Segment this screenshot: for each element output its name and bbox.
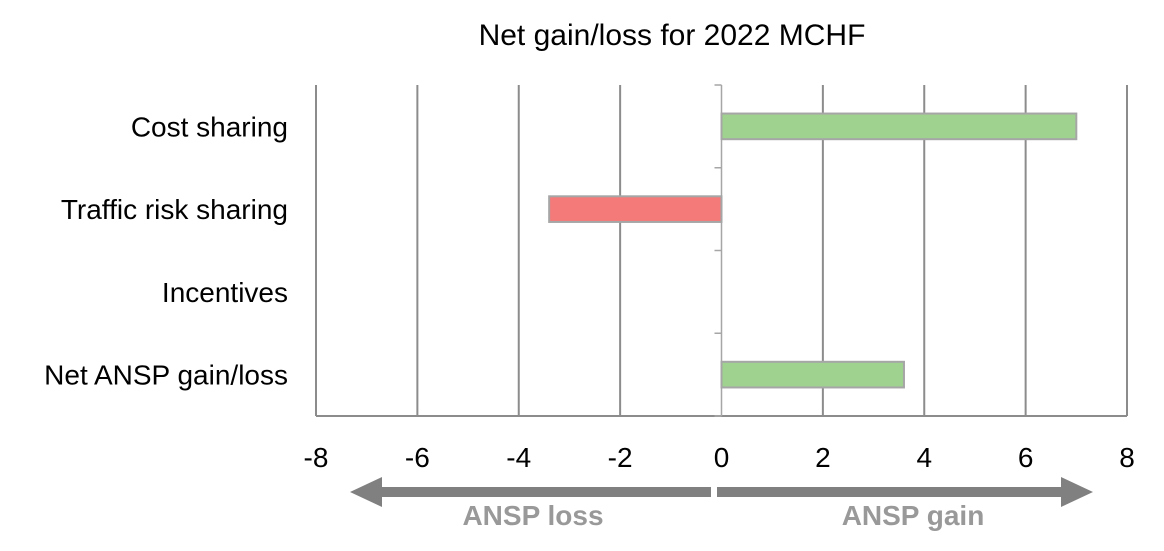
arrow-gain-label: ANSP gain bbox=[842, 500, 985, 531]
category-label: Traffic risk sharing bbox=[61, 194, 288, 225]
x-tick-label: -2 bbox=[608, 442, 633, 473]
x-tick-label: -4 bbox=[506, 442, 531, 473]
x-tick-label: -8 bbox=[304, 442, 329, 473]
bar bbox=[548, 195, 723, 223]
x-tick-label: 0 bbox=[714, 442, 730, 473]
chart-title: Net gain/loss for 2022 MCHF bbox=[479, 19, 866, 52]
bar bbox=[720, 360, 905, 389]
category-label: Cost sharing bbox=[131, 111, 288, 142]
category-label: Incentives bbox=[162, 277, 288, 308]
arrow-loss-label: ANSP loss bbox=[462, 500, 603, 531]
tick-labels: -8 -6 -4 -2 0 2 4 6 8 bbox=[304, 442, 1135, 473]
category-labels: Cost sharing Traffic risk sharing Incentiv… bbox=[44, 111, 288, 390]
x-tick-label: -6 bbox=[405, 442, 430, 473]
bar bbox=[720, 112, 1078, 141]
arrow-loss bbox=[350, 477, 711, 507]
x-tick-label: 4 bbox=[916, 442, 932, 473]
bars bbox=[548, 112, 1078, 389]
x-tick-label: 2 bbox=[815, 442, 831, 473]
x-tick-label: 8 bbox=[1119, 442, 1135, 473]
x-tick-label: 6 bbox=[1018, 442, 1034, 473]
category-label: Net ANSP gain/loss bbox=[44, 360, 288, 391]
direction-arrows: ANSP loss ANSP gain bbox=[350, 477, 1093, 531]
arrow-gain bbox=[717, 477, 1093, 507]
